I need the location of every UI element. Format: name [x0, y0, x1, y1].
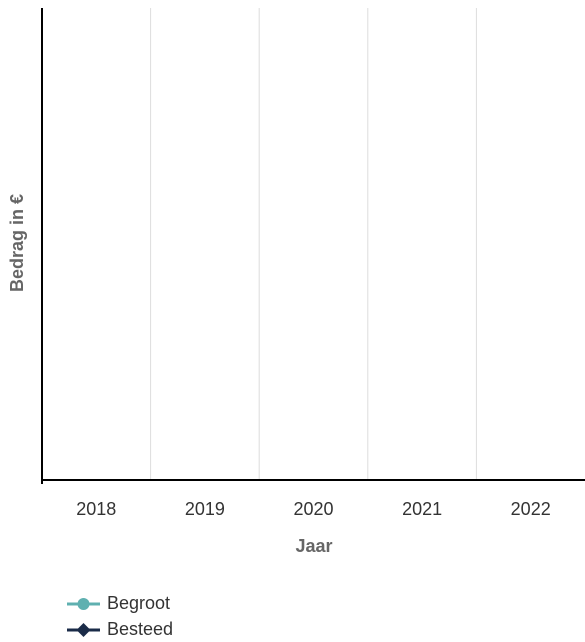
- x-tick-label: 2020: [293, 499, 333, 519]
- legend-marker: [76, 623, 91, 637]
- x-tick-label: 2022: [511, 499, 551, 519]
- legend-label: Besteed: [107, 619, 173, 639]
- x-axis-title: Jaar: [295, 536, 332, 556]
- y-axis-title: Bedrag in €: [7, 194, 27, 292]
- x-tick-label: 2018: [76, 499, 116, 519]
- x-tick-label: 2019: [185, 499, 225, 519]
- x-tick-label: 2021: [402, 499, 442, 519]
- legend-label: Begroot: [107, 593, 170, 613]
- legend-marker: [77, 598, 90, 610]
